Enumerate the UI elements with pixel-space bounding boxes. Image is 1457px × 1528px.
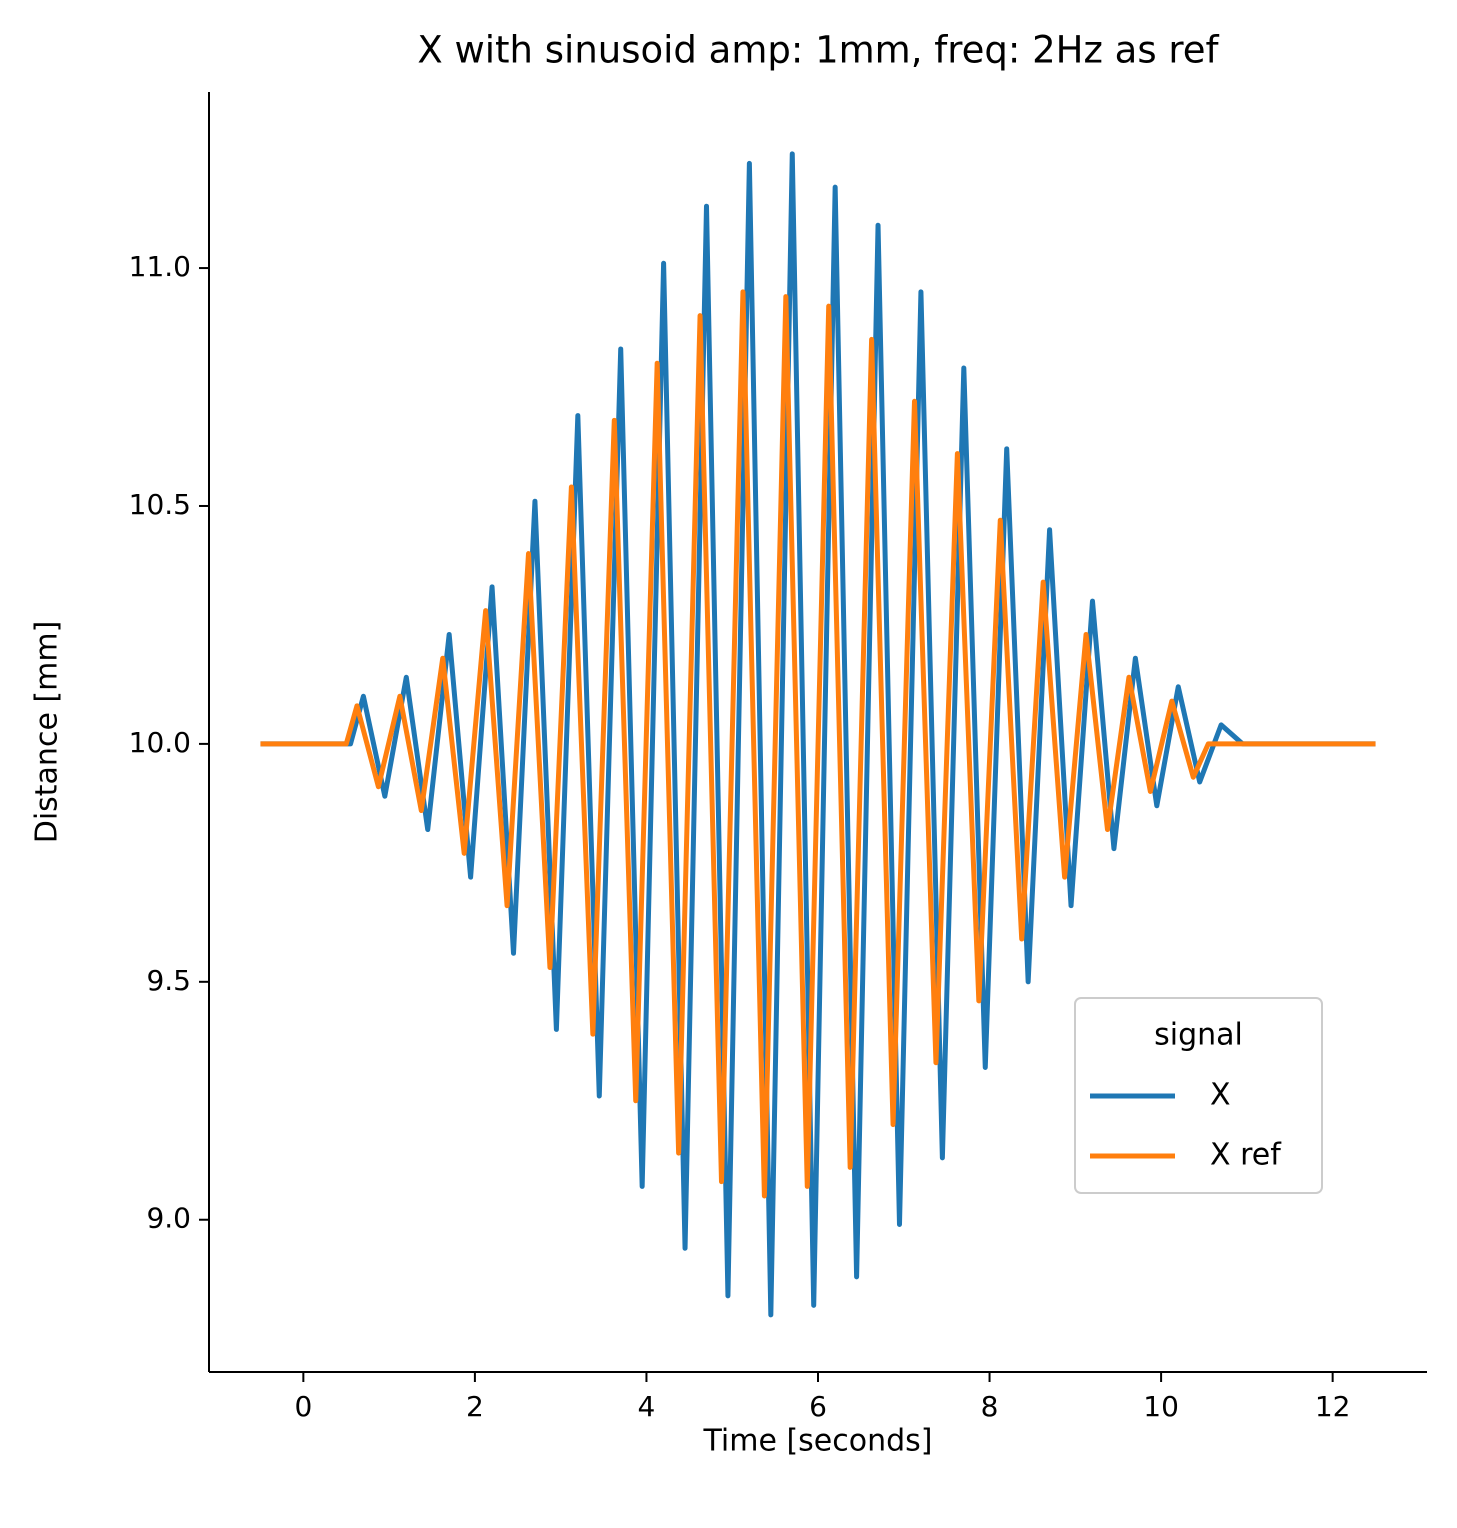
y-tick-label: 11.0 xyxy=(129,250,191,283)
x-tick-label: 4 xyxy=(638,1390,656,1423)
x-axis-label: Time [seconds] xyxy=(703,1424,933,1459)
x-tick-label: 12 xyxy=(1315,1390,1351,1423)
legend-label: X ref xyxy=(1210,1138,1282,1173)
y-tick-label: 10.0 xyxy=(129,726,191,759)
series-line xyxy=(260,289,1376,1199)
x-tick-label: 0 xyxy=(294,1390,312,1423)
x-tick-label: 10 xyxy=(1143,1390,1179,1423)
series-line xyxy=(260,151,1376,1318)
legend-title: signal xyxy=(1154,1018,1243,1053)
chart-title: X with sinusoid amp: 1mm, freq: 2Hz as r… xyxy=(417,29,1219,72)
x-tick-label: 6 xyxy=(809,1390,827,1423)
y-tick-label: 9.5 xyxy=(146,964,191,997)
legend-label: X xyxy=(1210,1078,1231,1113)
x-tick-label: 8 xyxy=(981,1390,999,1423)
y-axis-label: Distance [mm] xyxy=(30,621,65,844)
x-tick-label: 2 xyxy=(466,1390,484,1423)
legend-box xyxy=(1074,997,1323,1194)
y-tick-label: 9.0 xyxy=(146,1202,191,1235)
y-tick-label: 10.5 xyxy=(129,488,191,521)
